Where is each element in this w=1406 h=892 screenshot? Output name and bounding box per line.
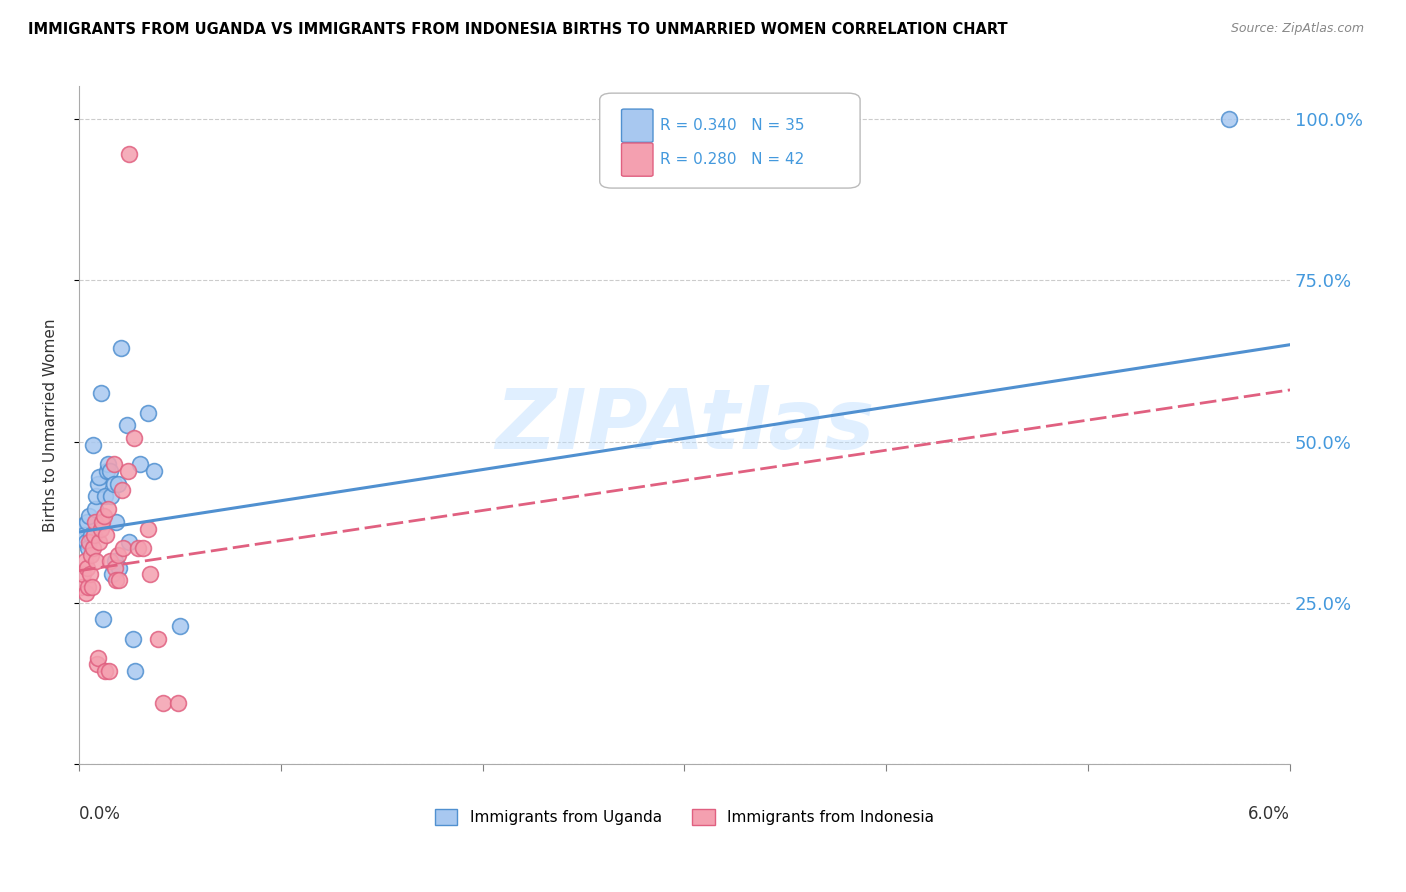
Point [90, 522, 112, 536]
Text: 6.0%: 6.0% [1249, 805, 1291, 823]
Point [89, 534, 111, 549]
Text: R = 0.280   N = 42: R = 0.280 N = 42 [661, 153, 804, 167]
Point [70, 518, 93, 533]
Point [76, 560, 98, 574]
Point [101, 566, 124, 581]
Point [73, 528, 96, 542]
Point [107, 476, 129, 491]
Point [77, 508, 100, 523]
Point [117, 418, 139, 433]
Point [124, 431, 146, 445]
Point [118, 534, 141, 549]
Point [166, 696, 188, 710]
Point [84, 516, 107, 530]
Point [108, 560, 131, 574]
Point [108, 574, 131, 588]
Point [146, 632, 169, 646]
Point [104, 554, 127, 568]
Point [128, 457, 150, 471]
Point [131, 541, 153, 555]
Point [72, 566, 94, 581]
Point [75, 534, 97, 549]
FancyBboxPatch shape [621, 109, 652, 143]
Point [87, 476, 110, 491]
Point [87, 651, 110, 665]
Text: ZIPAtlas: ZIPAtlas [495, 385, 875, 466]
Point [80, 548, 103, 562]
Point [98, 664, 121, 678]
Point [94, 664, 117, 678]
Point [90, 386, 112, 401]
Point [111, 483, 134, 497]
Point [107, 548, 129, 562]
Point [169, 618, 191, 632]
Point [84, 554, 107, 568]
Point [112, 541, 135, 555]
Y-axis label: Births to Unmarried Women: Births to Unmarried Women [44, 318, 58, 533]
FancyBboxPatch shape [600, 93, 860, 188]
Point [77, 541, 100, 555]
Point [94, 490, 117, 504]
Point [1218, 112, 1240, 126]
Point [96, 464, 118, 478]
Text: R = 0.340   N = 35: R = 0.340 N = 35 [661, 119, 804, 133]
Point [84, 502, 107, 516]
FancyBboxPatch shape [621, 143, 652, 177]
Point [77, 534, 100, 549]
Point [82, 541, 104, 555]
Point [97, 502, 120, 516]
Point [118, 147, 141, 161]
Point [89, 470, 111, 484]
Point [93, 508, 115, 523]
Point [91, 516, 114, 530]
Point [110, 341, 132, 355]
Legend: Immigrants from Uganda, Immigrants from Indonesia: Immigrants from Uganda, Immigrants from … [429, 803, 941, 831]
Point [103, 476, 125, 491]
Point [142, 464, 165, 478]
Point [105, 516, 128, 530]
Point [138, 566, 160, 581]
Point [128, 541, 150, 555]
Point [98, 464, 121, 478]
Point [73, 554, 96, 568]
Point [152, 696, 174, 710]
Point [136, 522, 159, 536]
Point [105, 574, 128, 588]
Point [117, 464, 139, 478]
Point [82, 438, 104, 452]
Point [80, 528, 103, 542]
Point [97, 457, 120, 471]
Point [79, 566, 101, 581]
Text: 0.0%: 0.0% [79, 805, 121, 823]
Point [76, 516, 98, 530]
Text: Source: ZipAtlas.com: Source: ZipAtlas.com [1230, 22, 1364, 36]
Point [98, 554, 121, 568]
Point [96, 528, 118, 542]
Point [100, 490, 122, 504]
Point [80, 580, 103, 594]
Point [91, 612, 114, 626]
Text: IMMIGRANTS FROM UGANDA VS IMMIGRANTS FROM INDONESIA BIRTHS TO UNMARRIED WOMEN CO: IMMIGRANTS FROM UGANDA VS IMMIGRANTS FRO… [28, 22, 1008, 37]
Point [84, 490, 107, 504]
Point [70, 580, 93, 594]
Point [75, 586, 97, 600]
Point [124, 664, 146, 678]
Point [77, 580, 100, 594]
Point [104, 560, 127, 574]
Point [136, 405, 159, 419]
Point [103, 457, 125, 471]
Point [83, 528, 105, 542]
Point [122, 632, 145, 646]
Point [86, 657, 108, 672]
